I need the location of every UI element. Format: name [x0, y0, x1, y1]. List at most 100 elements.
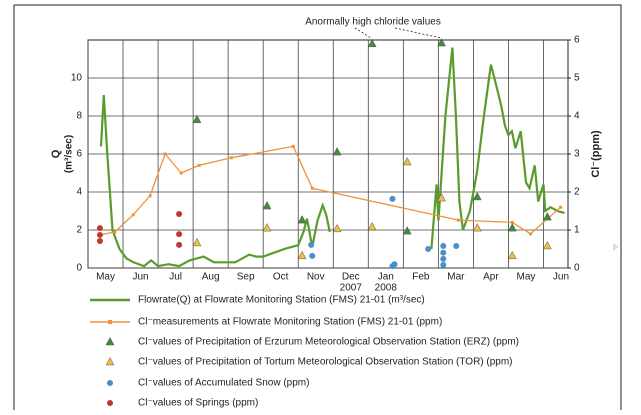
x-tick-label: May — [96, 272, 115, 283]
x-tick-label: Feb — [412, 272, 430, 283]
x-tick-label: May — [517, 272, 536, 283]
legend-swatch — [105, 356, 115, 366]
x-tick-label: Mar — [447, 272, 465, 283]
point — [542, 212, 552, 221]
point — [367, 38, 377, 48]
legend-swatch — [108, 320, 112, 324]
point — [262, 201, 272, 210]
point — [389, 195, 396, 202]
x-tick-label: Jan — [378, 272, 394, 283]
point — [96, 231, 103, 238]
y2-tick-label: 2 — [574, 187, 580, 198]
annotation: Anormally high chloride values — [305, 17, 441, 28]
y-axis-label: Q — [50, 149, 62, 158]
y-tick-label: 4 — [76, 187, 82, 198]
point — [402, 226, 412, 235]
frame — [13, 4, 622, 415]
x-year-label: 2007 — [340, 283, 363, 294]
point — [529, 232, 533, 236]
point — [437, 38, 446, 47]
y-tick-label: 0 — [76, 263, 82, 274]
point — [332, 147, 342, 156]
y2-axis-label: Cl⁻(ppm) — [590, 130, 602, 178]
point — [472, 191, 482, 201]
point — [197, 163, 201, 167]
x-tick-label: Nov — [307, 272, 325, 283]
point — [176, 231, 183, 238]
point — [437, 193, 446, 202]
annotation-arrow — [354, 27, 373, 40]
point — [179, 171, 183, 175]
point — [148, 194, 152, 198]
point — [510, 220, 514, 224]
point — [113, 230, 117, 234]
y-tick-label: 8 — [76, 111, 82, 122]
point — [391, 261, 398, 268]
legend-label: Cl⁻measurements at Flowrate Monitoring S… — [138, 317, 442, 328]
y2-tick-label: 1 — [574, 225, 580, 236]
series-line — [99, 47, 565, 268]
point — [229, 156, 233, 160]
point — [559, 205, 563, 209]
y2-tick-label: 5 — [574, 73, 580, 84]
annotation-arrow — [394, 27, 442, 39]
point — [472, 223, 482, 232]
x-tick-label: Jun — [132, 272, 148, 283]
point — [163, 152, 167, 156]
point — [332, 223, 342, 233]
x-tick-label: Jul — [169, 272, 182, 283]
point — [453, 242, 460, 249]
legend-swatch — [105, 336, 115, 346]
y2-tick-label: 6 — [574, 35, 580, 46]
point — [192, 114, 202, 124]
point — [297, 250, 307, 260]
point — [440, 255, 447, 262]
point — [176, 211, 183, 218]
point — [507, 250, 517, 260]
x-tick-label: Jun — [553, 272, 569, 283]
y-tick-label: 10 — [71, 73, 83, 84]
x-tick-label: Apr — [483, 272, 499, 283]
point — [310, 186, 314, 190]
y2-tick-label: 0 — [574, 263, 580, 274]
point — [131, 213, 135, 217]
y-tick-label: 6 — [76, 149, 82, 160]
point — [367, 221, 377, 231]
point — [542, 240, 552, 250]
x-year-label: 2008 — [375, 283, 398, 294]
point — [96, 225, 103, 232]
legend-label: Flowrate(Q) at Flowrate Monitoring Stati… — [138, 295, 425, 306]
point — [425, 246, 432, 252]
legend-label: Cl⁻values of Precipitation of Erzurum Me… — [138, 337, 519, 348]
legend-swatch — [107, 380, 113, 386]
point — [96, 238, 103, 245]
legend-swatch — [107, 400, 113, 406]
point — [176, 241, 183, 248]
x-tick-label: Dec — [342, 272, 360, 283]
point — [402, 156, 412, 166]
x-tick-label: Aug — [202, 272, 220, 283]
series-line — [99, 145, 562, 236]
point — [297, 215, 307, 224]
point — [308, 241, 315, 248]
point — [456, 218, 460, 222]
legend-label: Cl⁻values of Accumulated Snow (ppm) — [138, 378, 309, 389]
point — [507, 223, 517, 232]
point — [440, 261, 447, 268]
y2-tick-label: 3 — [574, 149, 580, 160]
point — [440, 249, 447, 256]
legend-label: Cl⁻values of Precipitation of Tortum Met… — [138, 357, 513, 368]
y-axis-label: (m³/sec) — [64, 135, 75, 173]
x-tick-label: Oct — [273, 272, 289, 283]
y-tick-label: 2 — [76, 225, 82, 236]
x-tick-label: Sep — [237, 272, 255, 283]
point — [291, 144, 295, 148]
point — [192, 237, 202, 247]
point — [309, 252, 316, 259]
legend-label: Cl⁻values of Springs (ppm) — [138, 398, 258, 409]
point — [440, 242, 447, 249]
y2-tick-label: 4 — [574, 111, 580, 122]
scroll-arrow — [613, 243, 619, 251]
